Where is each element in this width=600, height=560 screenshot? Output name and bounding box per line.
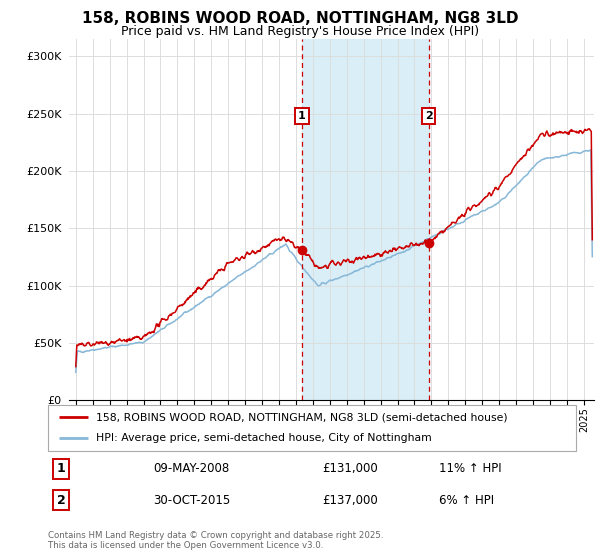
Text: Price paid vs. HM Land Registry's House Price Index (HPI): Price paid vs. HM Land Registry's House …: [121, 25, 479, 38]
Text: 6% ↑ HPI: 6% ↑ HPI: [439, 494, 494, 507]
Text: Contains HM Land Registry data © Crown copyright and database right 2025.
This d: Contains HM Land Registry data © Crown c…: [48, 531, 383, 550]
Text: 158, ROBINS WOOD ROAD, NOTTINGHAM, NG8 3LD: 158, ROBINS WOOD ROAD, NOTTINGHAM, NG8 3…: [82, 11, 518, 26]
Text: 09-MAY-2008: 09-MAY-2008: [154, 462, 230, 475]
Bar: [302, 39, 428, 400]
Text: 1: 1: [298, 111, 306, 121]
Text: HPI: Average price, semi-detached house, City of Nottingham: HPI: Average price, semi-detached house,…: [95, 433, 431, 444]
Text: 2: 2: [425, 111, 433, 121]
Text: 1: 1: [57, 462, 65, 475]
Text: £137,000: £137,000: [323, 494, 379, 507]
Text: 2: 2: [57, 494, 65, 507]
Text: 11% ↑ HPI: 11% ↑ HPI: [439, 462, 502, 475]
Text: 30-OCT-2015: 30-OCT-2015: [154, 494, 231, 507]
Text: 158, ROBINS WOOD ROAD, NOTTINGHAM, NG8 3LD (semi-detached house): 158, ROBINS WOOD ROAD, NOTTINGHAM, NG8 3…: [95, 412, 507, 422]
FancyBboxPatch shape: [48, 405, 576, 451]
Text: £131,000: £131,000: [323, 462, 379, 475]
